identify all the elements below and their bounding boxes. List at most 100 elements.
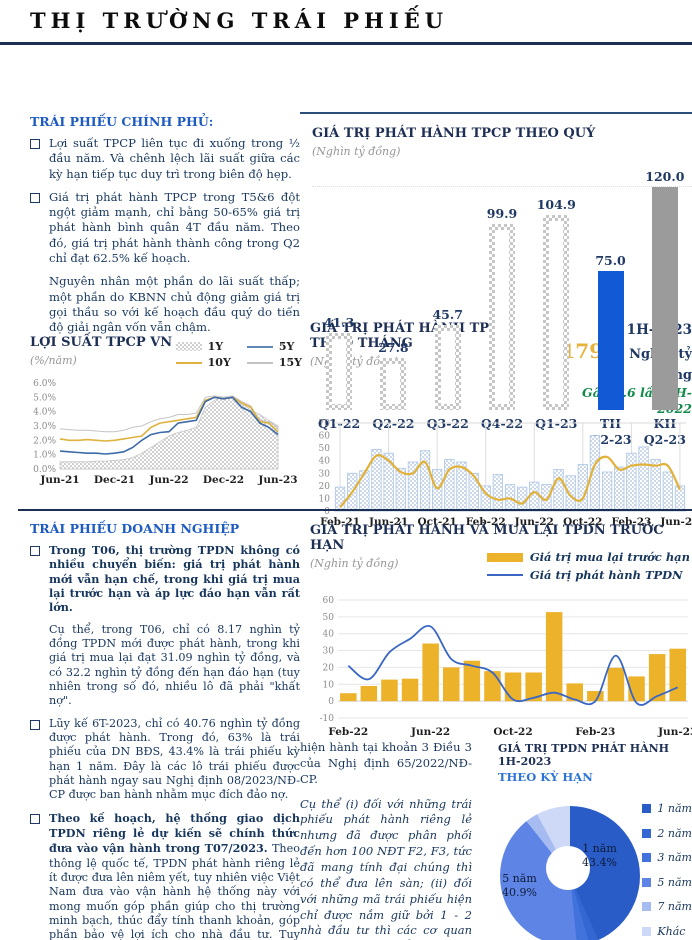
svg-text:50: 50 bbox=[319, 445, 331, 455]
pie-legend-label: Khác bbox=[657, 924, 686, 938]
pie-callout-label: 5 năm bbox=[502, 872, 537, 885]
legend-item: 10Y bbox=[175, 356, 231, 369]
svg-text:Feb-23: Feb-23 bbox=[611, 516, 651, 528]
svg-text:Jun-22: Jun-22 bbox=[514, 516, 554, 528]
legend-label: 10Y bbox=[207, 356, 231, 369]
bullet-text: Giá trị phát hành TPCP trong T5&6 đột ng… bbox=[49, 189, 300, 266]
svg-text:4.0%: 4.0% bbox=[33, 408, 56, 418]
svg-text:1.0%: 1.0% bbox=[33, 451, 56, 461]
quarterly-issuance-chart: GIÁ TRỊ PHÁT HÀNH TPCP THEO QUÝ (Nghìn t… bbox=[300, 112, 692, 447]
svg-text:5.0%: 5.0% bbox=[33, 393, 56, 403]
legend-swatch bbox=[246, 361, 273, 364]
buyback-chart-panel: GIÁ TRỊ PHÁT HÀNH VÀ MUA LẠI TPDN TRƯỚC … bbox=[310, 523, 692, 744]
quarter-bar-group: 41.3 bbox=[312, 315, 366, 410]
pie-legend-label: 1 năm bbox=[657, 802, 692, 815]
pie-legend-item: 7 năm bbox=[642, 900, 692, 913]
pie-chart-area: 1 năm 43.4% 5 năm 40.9% 1 năm 2 năm 3 năm 5… bbox=[498, 798, 692, 940]
gridline bbox=[312, 185, 692, 187]
svg-text:Jun-22: Jun-22 bbox=[148, 474, 188, 486]
square-bullet-icon bbox=[30, 546, 40, 556]
list-item: Giá trị phát hành TPCP trong T5&6 đột ng… bbox=[30, 190, 300, 266]
bar bbox=[597, 270, 624, 410]
quarter-bar-group: 120.0 bbox=[638, 169, 692, 410]
svg-text:30: 30 bbox=[319, 470, 331, 480]
svg-text:-10: -10 bbox=[320, 714, 335, 724]
legend-swatch bbox=[175, 361, 202, 364]
pie-legend-swatch bbox=[642, 902, 652, 911]
buyback-bar-line-chart: -10 0 10 20 30 40 50 60 Feb-22 Jun-22 Oct-22 Feb-23… bbox=[320, 596, 692, 738]
bar-value-label: 27.8 bbox=[378, 339, 409, 355]
list-item: Trong T06, thị trường TPDN không có nhiề… bbox=[30, 543, 300, 615]
pie-legend-swatch bbox=[642, 804, 652, 813]
yield-chart-header: LỢI SUẤT TPCP VN (%/năm) 1Y 5Y 10Y 15Y bbox=[30, 335, 302, 369]
gov-section-heading: TRÁI PHIẾU CHÍNH PHỦ: bbox=[30, 114, 214, 129]
svg-text:Jun-21: Jun-21 bbox=[39, 474, 79, 486]
svg-text:Jun-21: Jun-21 bbox=[368, 516, 408, 528]
svg-text:30: 30 bbox=[323, 646, 335, 656]
pie-legend-swatch bbox=[642, 877, 652, 887]
pie-legend: 1 năm 2 năm 3 năm 5 năm 7 năm Khác bbox=[642, 802, 692, 938]
svg-text:Feb-21: Feb-21 bbox=[320, 516, 360, 528]
chart-unit-label: (Nghìn tỷ đồng) bbox=[310, 556, 399, 570]
svg-text:Jun-22: Jun-22 bbox=[410, 726, 450, 738]
pie-legend-label: 2 năm bbox=[657, 826, 692, 840]
paragraph: hiện hành tại khoản 3 Điều 3 của Nghị đị… bbox=[300, 740, 472, 786]
yield-chart-panel: LỢI SUẤT TPCP VN (%/năm) 1Y 5Y 10Y 15Y 0.0%… bbox=[30, 335, 302, 493]
bar bbox=[326, 332, 353, 410]
bar-value-label: 99.9 bbox=[486, 205, 518, 221]
buyback-legend: Giá trị mua lại trước hạn Giá trị phát h… bbox=[486, 550, 690, 582]
legend-bar-swatch bbox=[486, 552, 523, 562]
svg-text:Feb-23: Feb-23 bbox=[575, 726, 615, 738]
monthly-bar-line-chart: 0 10 20 30 40 50 60 70 Feb-21 Jun-21 Oct-21 Feb-22 J… bbox=[319, 419, 692, 528]
chart-title: GIÁ TRỊ PHÁT HÀNH TPCP THEO QUÝ bbox=[312, 126, 596, 141]
legend-item: Giá trị phát hành TPDN bbox=[486, 568, 690, 582]
bullet-text: Trong T06, thị trường TPDN không có nhiề… bbox=[49, 543, 300, 615]
mid-text-column: hiện hành tại khoản 3 Điều 3 của Nghị đị… bbox=[300, 740, 472, 940]
yield-line-chart: 0.0% 1.0% 2.0% 3.0% 4.0% 5.0% 6.0% Jun-21 Dec-21… bbox=[33, 379, 297, 486]
svg-text:Feb-22: Feb-22 bbox=[466, 516, 506, 528]
svg-text:Feb-22: Feb-22 bbox=[328, 726, 368, 738]
svg-text:50: 50 bbox=[323, 613, 335, 623]
list-item: Lũy kế 6T-2023, chỉ có 40.76 nghìn tỷ đồ… bbox=[30, 717, 300, 803]
svg-text:70: 70 bbox=[319, 419, 331, 429]
svg-text:Oct-22: Oct-22 bbox=[563, 516, 602, 528]
legend-label: 5Y bbox=[278, 340, 295, 353]
svg-text:Dec-22: Dec-22 bbox=[203, 474, 244, 486]
svg-text:Dec-21: Dec-21 bbox=[94, 474, 135, 486]
bullet-text: Lợi suất TPCP liên tục đi xuống trong ½ … bbox=[49, 136, 300, 181]
legend-item: 15Y bbox=[246, 356, 302, 369]
legend-label: 15Y bbox=[278, 356, 302, 369]
svg-text:Oct-22: Oct-22 bbox=[493, 726, 532, 738]
pie-legend-item: 1 năm bbox=[642, 802, 692, 815]
svg-text:0: 0 bbox=[328, 697, 334, 707]
list-item: Lợi suất TPCP liên tục đi xuống trong ½ … bbox=[30, 136, 300, 182]
svg-text:10: 10 bbox=[319, 495, 331, 505]
pie-legend-item: Khác bbox=[642, 925, 692, 938]
chart-title: GIÁ TRỊ PHÁT HÀNH VÀ MUA LẠI TPDN TRƯỚC … bbox=[310, 523, 664, 553]
svg-text:0.0%: 0.0% bbox=[33, 465, 56, 475]
square-bullet-icon bbox=[30, 813, 40, 824]
pie-legend-label: 3 năm bbox=[657, 851, 692, 864]
pie-title-line2: THEO KỲ HẠN bbox=[498, 770, 593, 784]
pie-callout-label: 1 năm bbox=[582, 842, 617, 855]
legend-item: 5Y bbox=[246, 340, 302, 353]
yield-legend: 1Y 5Y 10Y 15Y bbox=[175, 340, 302, 369]
pie-callout: 1 năm 43.4% bbox=[582, 842, 617, 871]
svg-text:40: 40 bbox=[319, 457, 331, 467]
svg-text:20: 20 bbox=[323, 663, 335, 673]
pie-legend-label: 7 năm bbox=[657, 900, 692, 913]
svg-text:Jun-23: Jun-23 bbox=[659, 516, 692, 528]
pie-legend-item: 3 năm bbox=[642, 851, 692, 864]
pie-callout-value: 43.4% bbox=[582, 856, 617, 870]
quarter-bar-group: 27.8 bbox=[366, 340, 420, 410]
pie-legend-swatch bbox=[642, 926, 652, 936]
paragraph: Cụ thể, trong T06, chỉ có 8.17 nghìn tỷ … bbox=[49, 622, 300, 708]
legend-line-swatch bbox=[486, 574, 523, 576]
svg-text:Oct-21: Oct-21 bbox=[417, 516, 456, 528]
svg-text:10: 10 bbox=[323, 680, 335, 690]
quarter-bar-group: 75.0 bbox=[583, 253, 637, 410]
bullet-rest: Theo thông lệ quốc tế, TPDN phát hành ri… bbox=[49, 842, 300, 940]
pie-legend-item: 5 năm bbox=[642, 876, 692, 889]
paragraph: Nguyên nhân một phần do lãi suất thấp; m… bbox=[49, 274, 300, 335]
